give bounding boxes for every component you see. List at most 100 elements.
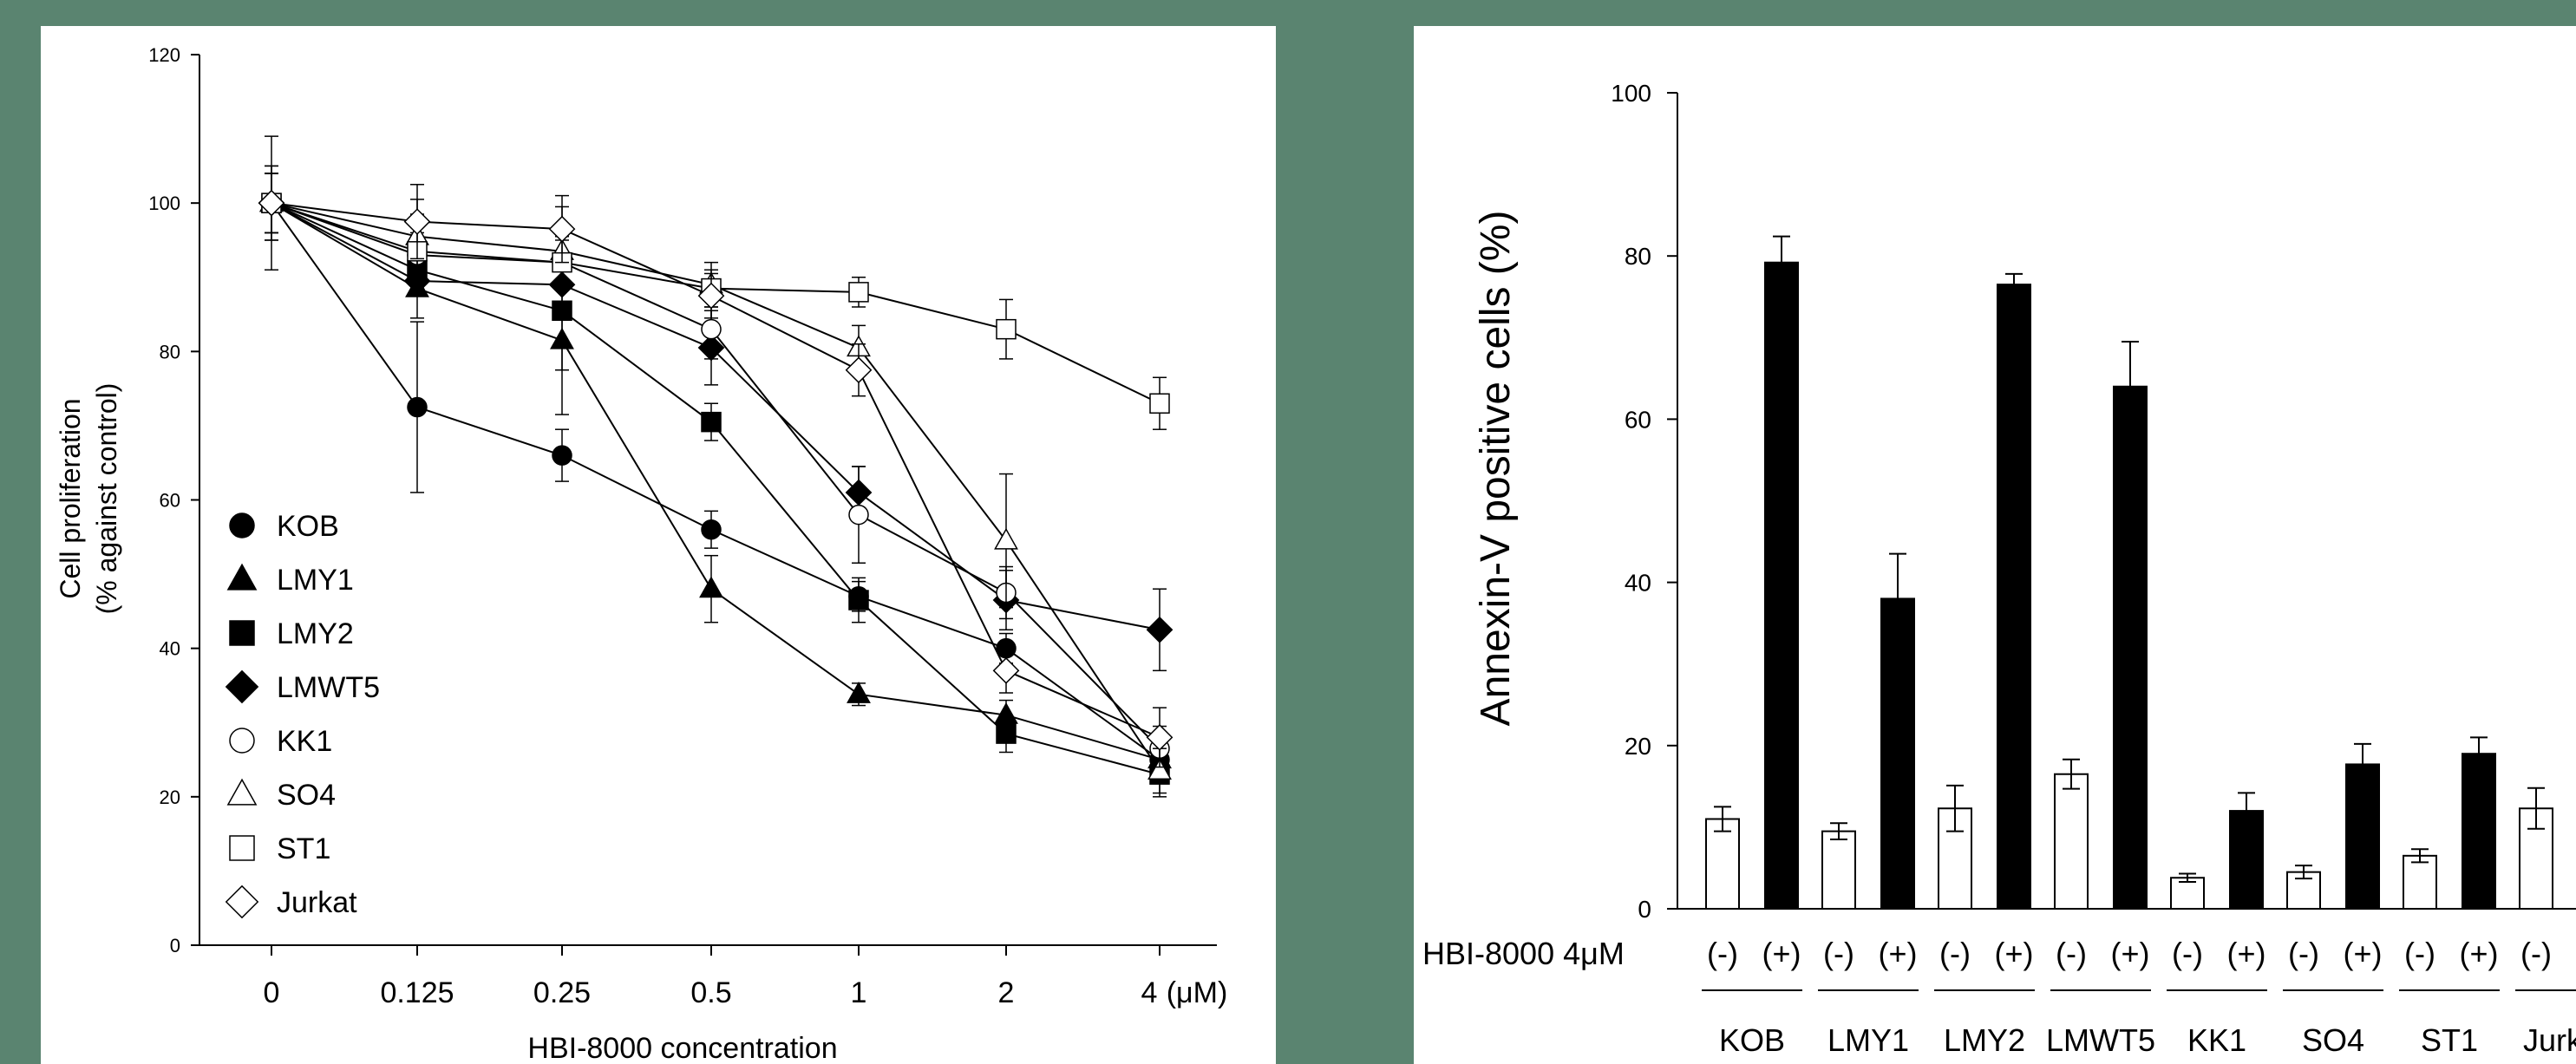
y-tick-label: 0	[1638, 896, 1651, 923]
x-tick-label: 2	[998, 976, 1015, 1009]
y-tick-label: 80	[1625, 243, 1651, 270]
legend-marker-so4	[226, 778, 258, 806]
sub-label-plus: (+)	[2460, 936, 2499, 971]
y-tick-label: 120	[148, 44, 180, 66]
x-tick-label: 1	[851, 976, 867, 1009]
sub-label-minus: (-)	[2520, 936, 2552, 971]
series-lmy2	[261, 173, 1170, 798]
bar-treated	[2113, 385, 2148, 910]
y-tick-label: 80	[160, 341, 180, 362]
sub-label-plus: (+)	[1879, 936, 1918, 971]
legend-marker-lmy2	[229, 620, 255, 646]
sub-label-minus: (-)	[1707, 936, 1738, 971]
data-point	[701, 411, 722, 433]
treatment-label: HBI-8000 4μM	[1422, 936, 1625, 971]
data-point	[994, 527, 1018, 550]
sub-label-minus: (-)	[1939, 936, 1971, 971]
x-tick-label: 0	[264, 976, 280, 1009]
data-point	[697, 282, 725, 310]
data-point	[848, 590, 869, 610]
data-point	[701, 519, 722, 540]
series-jurkat	[258, 135, 1174, 768]
legend-marker-jurkat	[225, 884, 259, 919]
data-point	[992, 656, 1020, 684]
y-tick-label: 40	[160, 638, 180, 660]
category-label: SO4	[2302, 1022, 2364, 1058]
data-point	[847, 681, 871, 703]
bar-treated	[1880, 597, 1915, 910]
sub-label-plus: (+)	[1995, 936, 2034, 971]
legend-label: LMY1	[277, 564, 354, 597]
category-label: ST1	[2421, 1022, 2478, 1058]
sub-label-plus: (+)	[1762, 936, 1801, 971]
legend-label: KK1	[277, 725, 332, 758]
sub-label-minus: (-)	[2288, 936, 2319, 971]
sub-label-plus: (+)	[2111, 936, 2150, 971]
data-point	[1147, 758, 1172, 780]
y-tick-label: 20	[160, 787, 180, 808]
bar-chart-panel: 0 20 40 60 80 100 Annexin-V positive cells (%)…	[1414, 26, 2576, 1064]
x-tick-label: 4	[1141, 976, 1158, 1009]
legend-marker-kob	[229, 512, 255, 539]
bar-chart: 0 20 40 60 80 100 Annexin-V positive cells (%)…	[1422, 80, 2576, 1058]
data-point	[1146, 616, 1174, 643]
legend-marker-lmy1	[226, 563, 258, 591]
category-label: LMY1	[1827, 1022, 1909, 1058]
x-tick-label: 0.5	[690, 976, 731, 1009]
bar-treated	[2345, 763, 2380, 910]
legend-label: Jurkat	[277, 886, 357, 919]
bar-untreated	[2054, 773, 2089, 910]
bar-group-st1	[2403, 736, 2496, 911]
series-so4	[259, 173, 1172, 794]
y-tick-label: 0	[170, 935, 180, 956]
series-lmy1	[259, 165, 1172, 780]
data-point	[848, 504, 869, 525]
bar-group-so4	[2286, 742, 2380, 911]
data-point	[407, 396, 428, 418]
y-tick-label: 100	[148, 193, 180, 214]
data-point	[258, 189, 285, 217]
y-tick-label: 20	[1625, 733, 1651, 760]
sub-label-minus: (-)	[1823, 936, 1854, 971]
y-axis-title-sub: (% against control)	[91, 383, 122, 615]
y-tick-label: 100	[1611, 80, 1651, 107]
category-label: LMWT5	[2046, 1022, 2155, 1058]
bar-group-lmy1	[1821, 552, 1915, 910]
data-point	[552, 445, 572, 466]
data-point	[845, 356, 873, 384]
bar-untreated	[2170, 877, 2205, 911]
data-point	[996, 318, 1017, 340]
bar-treated	[2462, 753, 2496, 911]
data-point	[701, 318, 722, 340]
sub-label-plus: (+)	[2344, 936, 2383, 971]
y-axis-title: Cell proliferation	[55, 398, 86, 598]
bar-group-kk1	[2170, 792, 2264, 911]
y-axis-title: Annexin-V positive cells (%)	[1473, 211, 1519, 727]
category-label: LMY2	[1944, 1022, 2025, 1058]
x-tick-label: 0.125	[380, 976, 454, 1009]
legend-marker-kk1	[229, 728, 255, 754]
legend-label: ST1	[277, 832, 330, 865]
bar-group-jurkat	[2519, 787, 2553, 911]
y-tick-label: 60	[1625, 406, 1651, 433]
series-kob	[261, 165, 1170, 783]
data-point	[996, 723, 1017, 744]
y-tick-label: 40	[1625, 570, 1651, 597]
legend-label: KOB	[277, 510, 339, 543]
bar-treated	[1997, 284, 2031, 910]
bar-group-lmwt5	[2054, 341, 2148, 910]
bar-group-lmy2	[1938, 272, 2031, 911]
category-label: Jurkat	[2523, 1022, 2576, 1058]
data-point	[848, 282, 869, 303]
line-chart: 0 20 40 60 80 100 120 0 0.125 0.25 0.5 1 2 4 (μM) HBI-8…	[55, 44, 1227, 1064]
sub-label-minus: (-)	[2404, 936, 2435, 971]
legend-marker-st1	[229, 835, 255, 861]
line-chart-panel: 0 20 40 60 80 100 120 0 0.125 0.25 0.5 1 2 4 (μM) HBI-8…	[41, 26, 1276, 1064]
data-point	[1146, 724, 1174, 751]
legend-label: SO4	[277, 779, 336, 812]
data-point	[548, 215, 576, 243]
legend-label: LMY2	[277, 617, 354, 650]
x-axis-title: HBI-8000 concentration	[527, 1032, 837, 1064]
legend-marker-lmwt5	[225, 669, 259, 704]
data-point	[699, 576, 723, 598]
